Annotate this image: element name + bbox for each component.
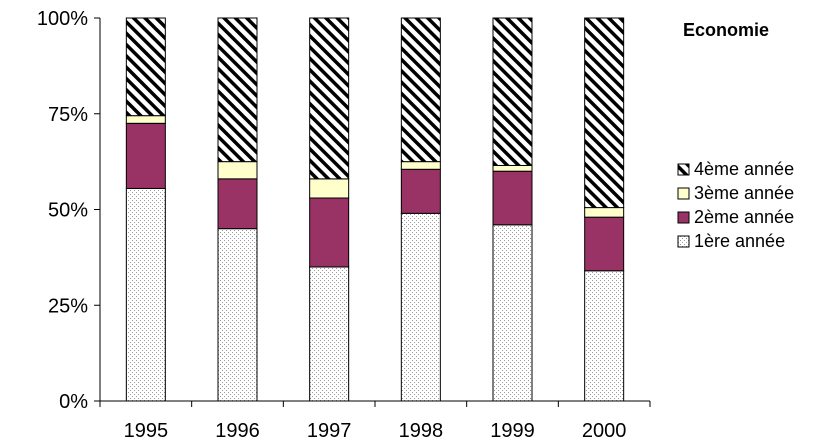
x-tick-label: 2000 xyxy=(582,420,627,442)
x-tick-label: 1998 xyxy=(399,420,444,442)
bar-segment-1995-series-1 xyxy=(125,187,166,402)
bar-segment-2000-series-2 xyxy=(584,216,625,272)
bar-segment-1995-series-3 xyxy=(125,115,166,124)
bar-segment-1996-series-4 xyxy=(217,17,258,163)
bar-segment-1997-series-3 xyxy=(309,178,350,199)
x-tick-label: 1999 xyxy=(490,420,535,442)
bar-segment-1995-series-2 xyxy=(125,122,166,189)
bar-segment-1998-series-4 xyxy=(400,17,441,163)
y-tick-label: 50% xyxy=(48,200,88,222)
bar-segment-1997-series-2 xyxy=(309,197,350,268)
legend-swatch-series-3 xyxy=(677,187,690,200)
bar-segment-1996-series-2 xyxy=(217,178,258,230)
y-tick-label: 100% xyxy=(37,8,88,30)
bar-segment-1998-series-3 xyxy=(400,161,441,170)
bar-segment-1997-series-1 xyxy=(309,266,350,402)
bar-segment-1999-series-4 xyxy=(492,17,533,166)
y-tick-label: 25% xyxy=(48,295,88,317)
bar-segment-1996-series-1 xyxy=(217,228,258,402)
x-tick-label: 1995 xyxy=(124,420,169,442)
bar-segment-1999-series-3 xyxy=(492,164,533,172)
bar-segment-1996-series-3 xyxy=(217,161,258,180)
bar-segment-1995-series-4 xyxy=(125,17,166,117)
bar-segment-1999-series-1 xyxy=(492,224,533,402)
legend-swatch-series-4 xyxy=(677,163,690,176)
bar-segment-2000-series-4 xyxy=(584,17,625,209)
y-tick-label: 75% xyxy=(48,104,88,126)
bar-segment-2000-series-1 xyxy=(584,270,625,402)
bar-segment-1999-series-2 xyxy=(492,170,533,226)
legend-label-series-1: 1ère année xyxy=(694,231,785,251)
x-tick-label: 1997 xyxy=(307,420,352,442)
legend-label-series-2: 2ème année xyxy=(694,207,794,227)
bar-segment-2000-series-3 xyxy=(584,207,625,218)
legend-swatch-series-1 xyxy=(677,235,690,248)
bars-group xyxy=(125,17,625,402)
axes-group: 0% 25% 50% 75% 100% 1995 1996 1997 1998 1999 2000 xyxy=(37,8,651,442)
y-tick-label: 0% xyxy=(59,391,88,413)
x-tick-label: 1996 xyxy=(215,420,260,442)
bar-segment-1998-series-1 xyxy=(400,212,441,402)
legend-swatch-series-2 xyxy=(677,211,690,224)
chart-title: Economie xyxy=(683,20,769,40)
legend-label-series-3: 3ème année xyxy=(694,183,794,203)
legend-label-series-4: 4ème année xyxy=(694,159,794,179)
bar-segment-1997-series-4 xyxy=(309,17,350,180)
legend: 4ème année 3ème année 2ème année 1ère année xyxy=(677,159,794,251)
bar-segment-1998-series-2 xyxy=(400,168,441,214)
